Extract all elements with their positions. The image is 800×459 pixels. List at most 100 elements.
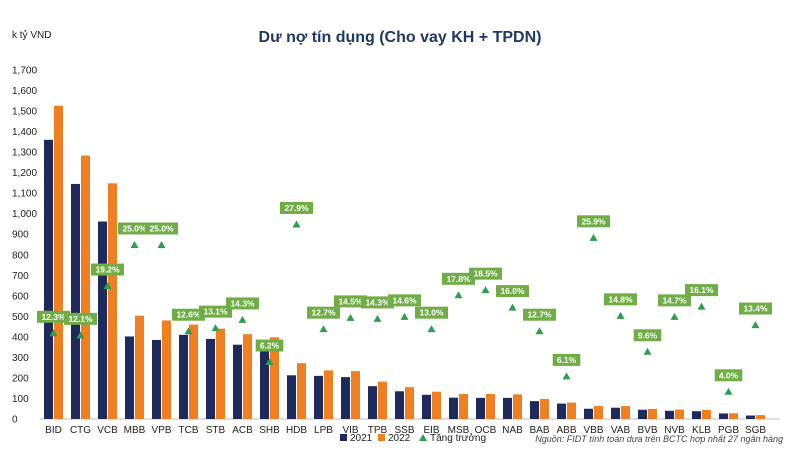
bar-2022-ABB bbox=[567, 402, 576, 419]
growth-label-TPB: 14.3% bbox=[365, 297, 390, 307]
x-tick-label: CTG bbox=[70, 425, 91, 436]
growth-label-box-SGB bbox=[739, 302, 772, 315]
bar-2022-BID bbox=[54, 105, 63, 419]
growth-label-box-VAB bbox=[604, 293, 637, 306]
bar-2021-MBB bbox=[125, 336, 134, 419]
growth-label-BVB: 9.6% bbox=[638, 330, 658, 340]
x-tick-label: BID bbox=[45, 425, 62, 436]
bar-2022-VBB bbox=[594, 406, 603, 419]
bar-2021-KLB bbox=[692, 411, 701, 419]
growth-label-VCB: 19.2% bbox=[95, 265, 120, 275]
growth-marker-VCB bbox=[103, 282, 112, 290]
growth-label-box-KLB bbox=[685, 284, 718, 297]
growth-label-SSB: 14.6% bbox=[392, 295, 417, 305]
growth-marker-STB bbox=[211, 324, 220, 332]
y-tick-label: 1,400 bbox=[12, 127, 37, 138]
legend-label-growth: Tăng trưởng bbox=[430, 432, 486, 444]
growth-marker-BAB bbox=[535, 327, 544, 335]
bar-2021-BID bbox=[44, 139, 53, 420]
bar-2021-TCB bbox=[179, 334, 188, 419]
y-tick-label: 1,500 bbox=[12, 107, 37, 118]
bar-2021-VIB bbox=[341, 377, 350, 419]
legend: 2021 2022 Tăng trưởng bbox=[340, 432, 486, 444]
bar-2022-SHB bbox=[270, 337, 279, 419]
legend-label-2021: 2021 bbox=[350, 433, 373, 444]
growth-label-box-BVB bbox=[633, 329, 662, 342]
x-tick-label: ACB bbox=[232, 425, 253, 436]
x-tick-label: VCB bbox=[97, 425, 118, 436]
y-tick-label: 900 bbox=[12, 230, 29, 241]
legend-swatch-2021 bbox=[340, 434, 347, 441]
y-tick-label: 200 bbox=[12, 373, 29, 384]
growth-marker-TPB bbox=[373, 314, 382, 322]
bar-2021-VAB bbox=[611, 407, 620, 419]
x-tick-label: HDB bbox=[286, 425, 307, 436]
y-tick-label: 500 bbox=[12, 312, 29, 323]
bar-2022-CTG bbox=[81, 155, 90, 419]
growth-label-KLB: 16.1% bbox=[689, 285, 714, 295]
growth-label-CTG: 12.1% bbox=[68, 314, 93, 324]
bar-2022-VPB bbox=[162, 320, 171, 419]
y-axis: 0 100 200 300 400 500 600 700 800 900 1,000 1,100 1,… bbox=[12, 66, 37, 426]
bar-2021-LPB bbox=[314, 375, 323, 419]
x-tick-label: KLB bbox=[692, 425, 711, 436]
growth-marker-OCB bbox=[481, 286, 490, 294]
y-tick-label: 100 bbox=[12, 394, 29, 405]
bar-2021-SSB bbox=[395, 391, 404, 419]
x-tick-label: BAB bbox=[529, 425, 549, 436]
growth-label-MBB: 25.0% bbox=[122, 224, 147, 234]
growth-label-VBB: 25.9% bbox=[581, 216, 606, 226]
bar-2021-BVB bbox=[638, 409, 647, 419]
growth-marker-VAB bbox=[616, 311, 625, 319]
growth-marker-VIB bbox=[346, 313, 355, 321]
growth-marker-SHB bbox=[265, 358, 274, 366]
growth-label-SHB: 6.2% bbox=[260, 341, 280, 351]
growth-marker-EIB bbox=[427, 325, 436, 333]
bar-2022-KLB bbox=[702, 409, 711, 419]
bar-2022-TPB bbox=[378, 381, 387, 419]
x-tick-label: MSB bbox=[448, 425, 470, 436]
growth-label-NAB: 16.0% bbox=[500, 286, 525, 296]
x-tick-label: SSB bbox=[394, 425, 414, 436]
x-tick-label: NVB bbox=[664, 425, 685, 436]
bar-2021-ACB bbox=[233, 344, 242, 419]
x-tick-label: VBB bbox=[583, 425, 603, 436]
x-tick-label: MBB bbox=[124, 425, 146, 436]
growth-marker-LPB bbox=[319, 325, 328, 333]
legend-swatch-2022 bbox=[378, 434, 385, 441]
bar-2022-OCB bbox=[486, 393, 495, 419]
growth-marker-BID bbox=[49, 329, 58, 337]
x-tick-label: BVB bbox=[637, 425, 657, 436]
growth-label-ACB: 14.3% bbox=[230, 298, 255, 308]
growth-marker-SGB bbox=[751, 321, 760, 329]
y-axis-unit-label: k tỷ VND bbox=[12, 29, 51, 41]
growth-label-box-EIB bbox=[415, 306, 448, 319]
x-tick-label: SHB bbox=[259, 425, 280, 436]
bar-2021-SHB bbox=[260, 343, 269, 419]
bar-2021-NAB bbox=[503, 397, 512, 419]
growth-label-box-NAB bbox=[496, 285, 529, 298]
bar-2021-VCB bbox=[98, 221, 107, 419]
growth-label-box-NVB bbox=[658, 294, 691, 307]
growth-marker-SSB bbox=[400, 312, 409, 320]
growth-marker-ACB bbox=[238, 315, 247, 323]
bar-2022-SSB bbox=[405, 387, 414, 419]
bar-2021-NVB bbox=[665, 410, 674, 419]
bar-2022-NVB bbox=[675, 409, 684, 419]
growth-label-box-PGB bbox=[714, 369, 743, 382]
bar-2022-ACB bbox=[243, 334, 252, 419]
y-tick-label: 800 bbox=[12, 250, 29, 261]
growth-label-box-OCB bbox=[469, 267, 502, 280]
x-tick-label: SGB bbox=[745, 425, 766, 436]
bar-2021-CTG bbox=[71, 183, 80, 419]
bar-2022-MBB bbox=[135, 315, 144, 419]
bar-2022-LPB bbox=[324, 370, 333, 419]
growth-label-STB: 13.1% bbox=[203, 307, 228, 317]
growth-label-BAB: 12.7% bbox=[527, 310, 552, 320]
x-tick-label: ABB bbox=[556, 425, 576, 436]
y-tick-label: 1,000 bbox=[12, 209, 37, 220]
y-tick-label: 1,200 bbox=[12, 168, 37, 179]
growth-label-SGB: 13.4% bbox=[743, 304, 768, 314]
growth-label-box-TPB bbox=[361, 296, 394, 309]
growth-label-box-SHB bbox=[255, 339, 284, 352]
